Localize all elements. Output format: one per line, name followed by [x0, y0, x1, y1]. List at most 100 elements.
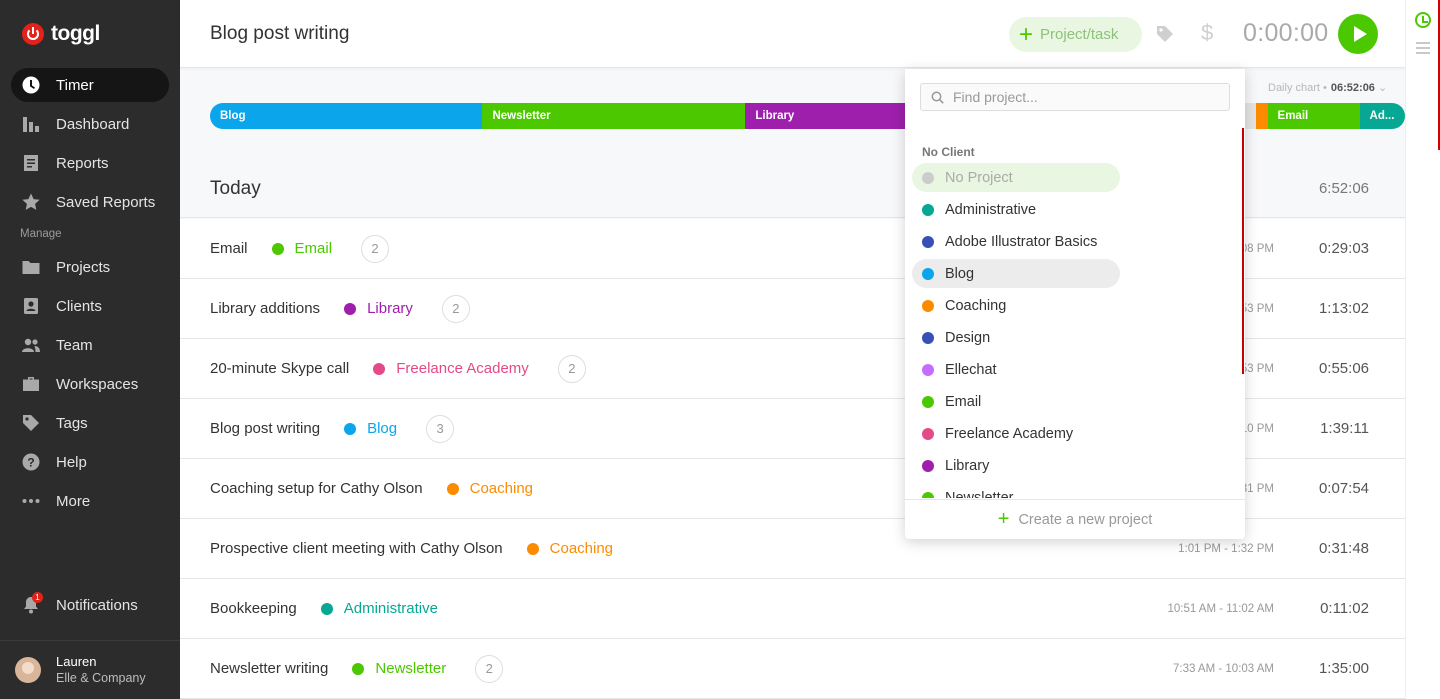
timeline-segment[interactable]: Email: [1267, 103, 1360, 129]
project-search-input[interactable]: [953, 89, 1223, 105]
sidebar-item-help[interactable]: ? Help: [11, 445, 169, 479]
sidebar-item-reports[interactable]: Reports: [11, 146, 169, 180]
time-entry-row[interactable]: Bookkeeping Administrative 10:51 AM - 11:0…: [180, 579, 1405, 639]
sidebar-item-team[interactable]: Team: [11, 328, 169, 362]
manual-mode-icon[interactable]: [1416, 42, 1430, 57]
time-entry-row[interactable]: Newsletter writing Newsletter 2 7:33 AM - 1…: [180, 639, 1405, 699]
entry-project[interactable]: Administrative: [320, 600, 438, 617]
project-option[interactable]: Freelance Academy: [912, 419, 1120, 448]
entry-duration[interactable]: 0:31:48: [1318, 540, 1369, 557]
entry-project[interactable]: Coaching: [446, 480, 534, 497]
entry-group-count[interactable]: 2: [557, 354, 586, 383]
entry-description[interactable]: 20-minute Skype call: [210, 360, 350, 377]
entry-project[interactable]: Email: [271, 240, 332, 257]
project-option[interactable]: Administrative: [912, 195, 1120, 224]
project-option[interactable]: Blog: [912, 259, 1120, 288]
entry-description[interactable]: Bookkeeping: [210, 600, 297, 617]
tag-icon: [22, 414, 40, 432]
tag-icon[interactable]: [1156, 25, 1174, 48]
project-option[interactable]: Library: [912, 451, 1120, 480]
entry-group-count[interactable]: 2: [361, 234, 390, 263]
entry-project-label: Coaching: [549, 540, 614, 557]
sidebar-item-projects[interactable]: Projects: [11, 250, 169, 284]
entry-description[interactable]: Library additions: [210, 300, 321, 317]
billable-dollar-icon[interactable]: $: [1201, 20, 1214, 45]
project-option-label: Coaching: [945, 297, 1007, 314]
entry-group-count[interactable]: 2: [441, 294, 470, 323]
daily-chart-total: 06:52:06: [1330, 82, 1375, 94]
entry-time-range: 08 PM: [1240, 242, 1274, 255]
project-option-label: No Project: [945, 169, 1013, 186]
entry-project-label: Freelance Academy: [396, 360, 529, 377]
daily-chart-toggle[interactable]: Daily chart • 06:52:06 ⌄: [1268, 82, 1388, 94]
entry-time-range: 10:51 AM - 11:02 AM: [1167, 602, 1274, 615]
timer-mode-icon[interactable]: [1415, 12, 1431, 28]
entry-duration[interactable]: 0:07:54: [1318, 480, 1369, 497]
toggl-logo[interactable]: toggl: [22, 22, 100, 46]
entry-project[interactable]: Blog: [344, 420, 397, 437]
project-option[interactable]: No Project: [912, 163, 1120, 192]
entry-duration[interactable]: 1:13:02: [1318, 300, 1369, 317]
description-input[interactable]: Blog post writing: [210, 23, 350, 44]
start-timer-button[interactable]: [1338, 14, 1378, 54]
folder-icon: [22, 258, 40, 276]
project-color-dot: [344, 422, 357, 435]
sidebar-item-label: Timer: [56, 76, 94, 94]
project-option[interactable]: Email: [912, 387, 1120, 416]
entry-duration[interactable]: 0:11:02: [1320, 600, 1369, 617]
briefcase-icon: [22, 375, 40, 393]
project-option-label: Freelance Academy: [945, 425, 1074, 442]
project-option[interactable]: Adobe Illustrator Basics: [912, 227, 1120, 256]
project-dropdown: No Client No Project Administrative Adobe …: [905, 69, 1245, 539]
project-color-dot: [922, 459, 934, 472]
project-color-dot: [373, 362, 386, 375]
project-color-dot: [352, 662, 365, 675]
sidebar-item-saved-reports[interactable]: Saved Reports: [11, 185, 169, 219]
create-project-button[interactable]: + Create a new project: [905, 499, 1245, 539]
entry-description[interactable]: Newsletter writing: [210, 660, 329, 677]
sidebar-item-timer[interactable]: Timer: [11, 68, 169, 102]
entry-duration[interactable]: 0:29:03: [1318, 240, 1369, 257]
sidebar-item-clients[interactable]: Clients: [11, 289, 169, 323]
entry-description[interactable]: Prospective client meeting with Cathy Ol…: [210, 540, 503, 557]
entry-time-range: 53 PM: [1240, 362, 1274, 375]
entry-project[interactable]: Library: [344, 300, 413, 317]
entry-project[interactable]: Newsletter: [352, 660, 446, 677]
right-rail: [1405, 0, 1440, 699]
sidebar-item-label: Projects: [56, 258, 111, 276]
timeline-segment[interactable]: Library: [745, 103, 917, 129]
entry-group-count[interactable]: 2: [475, 654, 504, 683]
sidebar-item-tags[interactable]: Tags: [11, 406, 169, 440]
sidebar-item-label: Tags: [56, 414, 88, 432]
entry-description[interactable]: Coaching setup for Cathy Olson: [210, 480, 423, 497]
more-icon: [22, 492, 40, 510]
timeline-segment[interactable]: Ad...: [1359, 103, 1405, 129]
entry-description[interactable]: Blog post writing: [210, 420, 321, 437]
timeline-segment[interactable]: Blog: [210, 103, 483, 129]
project-option[interactable]: Coaching: [912, 291, 1120, 320]
user-profile[interactable]: Lauren Elle & Company: [0, 640, 180, 699]
sidebar-item-notifications[interactable]: 1 Notifications: [22, 592, 138, 614]
sidebar-item-more[interactable]: More: [11, 484, 169, 518]
project-option[interactable]: Newsletter: [912, 483, 1120, 498]
power-icon: [22, 23, 44, 45]
project-task-button[interactable]: + Project/task: [1009, 17, 1142, 52]
entry-project-label: Coaching: [469, 480, 534, 497]
entry-duration[interactable]: 0:55:06: [1318, 360, 1369, 377]
entry-group-count[interactable]: 3: [426, 414, 455, 443]
sidebar-item-dashboard[interactable]: Dashboard: [11, 107, 169, 141]
entry-project[interactable]: Coaching: [526, 540, 614, 557]
entry-duration[interactable]: 1:35:00: [1318, 660, 1369, 677]
project-color-dot: [344, 302, 357, 315]
timeline-segment[interactable]: Newsletter: [482, 103, 746, 129]
entry-description[interactable]: Email: [210, 240, 248, 257]
timeline-segment[interactable]: [1255, 103, 1268, 129]
plus-icon: +: [1019, 20, 1034, 48]
project-option[interactable]: Design: [912, 323, 1120, 352]
project-color-dot: [922, 427, 934, 440]
entry-project[interactable]: Freelance Academy: [373, 360, 529, 377]
project-option-label: Library: [945, 457, 990, 474]
entry-duration[interactable]: 1:39:11: [1320, 420, 1369, 437]
sidebar-item-workspaces[interactable]: Workspaces: [11, 367, 169, 401]
project-option[interactable]: Ellechat: [912, 355, 1120, 384]
